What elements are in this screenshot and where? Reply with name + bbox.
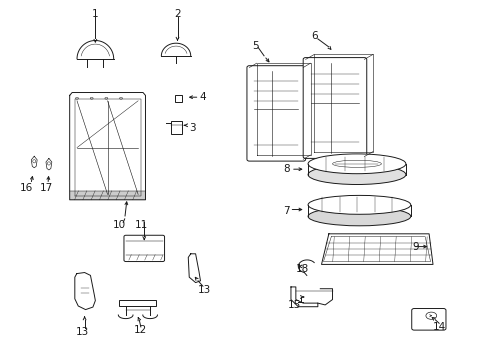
Text: 10: 10 [113,220,126,230]
Ellipse shape [307,207,410,226]
Text: 2: 2 [174,9,181,19]
Ellipse shape [33,159,36,163]
Ellipse shape [120,98,122,99]
Ellipse shape [307,154,405,174]
Text: 12: 12 [134,325,147,336]
Text: 7: 7 [282,206,289,216]
Text: 1: 1 [92,9,99,19]
Text: 14: 14 [431,322,445,332]
Text: 18: 18 [295,264,308,274]
Text: 3: 3 [188,123,195,133]
FancyBboxPatch shape [124,235,164,261]
Text: 13: 13 [75,327,89,337]
Text: 8: 8 [282,164,289,174]
Bar [174,95,182,102]
Text: 4: 4 [199,92,206,102]
Ellipse shape [332,160,381,167]
Text: 6: 6 [310,31,317,41]
FancyBboxPatch shape [303,58,366,158]
Ellipse shape [47,162,50,165]
Text: 17: 17 [40,183,53,193]
Text: 13: 13 [197,285,211,295]
Text: 11: 11 [135,220,148,230]
FancyBboxPatch shape [246,66,305,161]
Bar [119,300,156,306]
Ellipse shape [307,195,410,214]
Text: 15: 15 [287,300,301,310]
Ellipse shape [307,165,405,184]
Text: 16: 16 [20,183,34,193]
Text: 9: 9 [411,242,418,252]
Ellipse shape [76,98,78,99]
Ellipse shape [425,312,436,319]
Text: 5: 5 [251,41,258,51]
Ellipse shape [90,98,93,99]
Bar [171,121,182,134]
Bar [70,191,145,200]
FancyBboxPatch shape [411,309,445,330]
Ellipse shape [105,98,108,99]
